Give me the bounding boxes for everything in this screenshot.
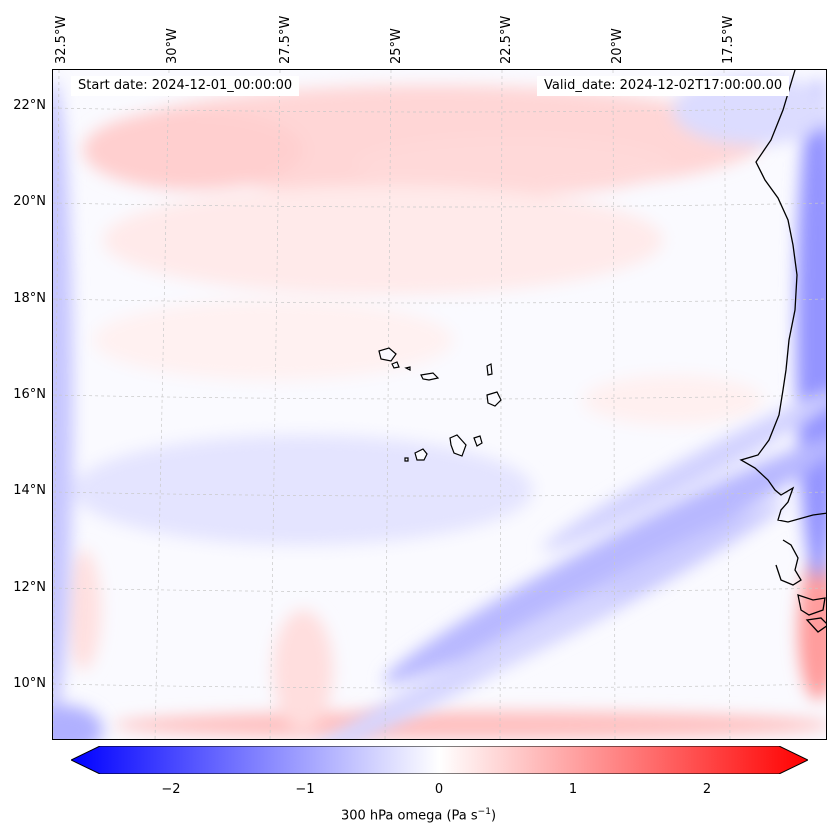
valid-date-label: Valid_date: 2024-12-02T17:00:00.00 <box>537 76 790 96</box>
omega-map[interactable] <box>52 69 827 740</box>
lat-label-22n: 22°N <box>13 98 46 113</box>
lon-label-22-5w: 22.5°W <box>499 15 514 64</box>
cape-verde-islands <box>378 347 502 462</box>
colorbar-tick-0: 0 <box>434 782 444 797</box>
colorbar-label-superscript: −1 <box>477 807 491 817</box>
colorbar <box>71 746 808 774</box>
lat-label-20n: 20°N <box>13 194 46 209</box>
lon-label-30w: 30°W <box>165 28 180 64</box>
lat-label-18n: 18°N <box>13 291 46 306</box>
positive-omega-regions <box>65 85 826 739</box>
colorbar-tick-neg2: −2 <box>161 782 181 797</box>
colorbar-tick-2: 2 <box>702 782 712 797</box>
lon-label-17-5w: 17.5°W <box>721 15 736 64</box>
lat-label-16n: 16°N <box>13 387 46 402</box>
colorbar-label-end: ) <box>490 808 497 824</box>
lon-label-32-5w: 32.5°W <box>54 15 69 64</box>
colorbar-body <box>71 746 808 774</box>
start-date-label: Start date: 2024-12-01_00:00:00 <box>71 76 300 96</box>
lat-label-14n: 14°N <box>13 483 46 498</box>
lon-label-25w: 25°W <box>389 28 404 64</box>
colorbar-label-main: 300 hPa omega (Pa s <box>340 808 478 824</box>
lat-label-12n: 12°N <box>13 580 46 595</box>
lat-label-10n: 10°N <box>13 676 46 691</box>
colorbar-tick-neg1: −1 <box>295 782 315 797</box>
colorbar-label: 300 hPa omega (Pa s−1) <box>0 807 837 823</box>
lon-label-27-5w: 27.5°W <box>278 15 293 64</box>
graticule <box>53 70 826 739</box>
coastline <box>739 70 826 633</box>
lon-label-20w: 20°W <box>610 28 625 64</box>
omega-field <box>53 70 826 739</box>
colorbar-tick-1: 1 <box>568 782 578 797</box>
